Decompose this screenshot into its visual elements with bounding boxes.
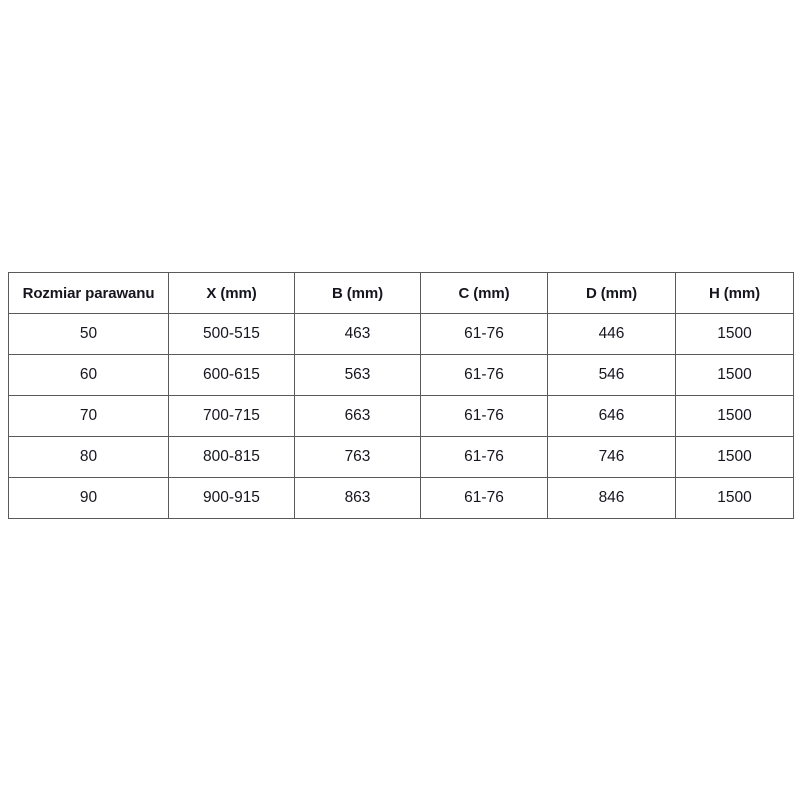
table-cell: 61-76 — [420, 436, 548, 478]
column-header-d: D (mm) — [547, 272, 676, 314]
table-cell: 70 — [8, 395, 169, 437]
table-cell: 563 — [294, 354, 421, 396]
table-cell: 1500 — [675, 313, 794, 355]
table-row: 70 700-715 663 61-76 646 1500 — [8, 395, 794, 437]
column-header-c: C (mm) — [420, 272, 548, 314]
table-cell: 900-915 — [168, 477, 295, 519]
table-cell: 646 — [547, 395, 676, 437]
table-cell: 1500 — [675, 354, 794, 396]
table-body: 50 500-515 463 61-76 446 1500 60 600-615… — [8, 313, 794, 519]
table-cell: 61-76 — [420, 395, 548, 437]
table-cell: 61-76 — [420, 354, 548, 396]
table-cell: 863 — [294, 477, 421, 519]
table-cell: 663 — [294, 395, 421, 437]
table-cell: 90 — [8, 477, 169, 519]
table-cell: 1500 — [675, 477, 794, 519]
table-row: 90 900-915 863 61-76 846 1500 — [8, 477, 794, 519]
table-cell: 800-815 — [168, 436, 295, 478]
table-cell: 600-615 — [168, 354, 295, 396]
table-cell: 61-76 — [420, 313, 548, 355]
table-cell: 1500 — [675, 395, 794, 437]
table-cell: 763 — [294, 436, 421, 478]
table-cell: 60 — [8, 354, 169, 396]
column-header-h: H (mm) — [675, 272, 794, 314]
table-row: 50 500-515 463 61-76 446 1500 — [8, 313, 794, 355]
table-header-row: Rozmiar parawanu X (mm) B (mm) C (mm) D … — [8, 272, 794, 314]
table-cell: 500-515 — [168, 313, 295, 355]
table-cell: 1500 — [675, 436, 794, 478]
column-header-x: X (mm) — [168, 272, 295, 314]
specification-table: Rozmiar parawanu X (mm) B (mm) C (mm) D … — [8, 272, 794, 519]
column-header-b: B (mm) — [294, 272, 421, 314]
table-row: 80 800-815 763 61-76 746 1500 — [8, 436, 794, 478]
table-cell: 700-715 — [168, 395, 295, 437]
column-header-rozmiar-parawanu: Rozmiar parawanu — [8, 272, 169, 314]
specification-table-container: Rozmiar parawanu X (mm) B (mm) C (mm) D … — [8, 272, 794, 519]
table-cell: 61-76 — [420, 477, 548, 519]
table-cell: 846 — [547, 477, 676, 519]
table-row: 60 600-615 563 61-76 546 1500 — [8, 354, 794, 396]
table-cell: 50 — [8, 313, 169, 355]
table-cell: 546 — [547, 354, 676, 396]
table-cell: 446 — [547, 313, 676, 355]
table-cell: 746 — [547, 436, 676, 478]
table-header: Rozmiar parawanu X (mm) B (mm) C (mm) D … — [8, 272, 794, 314]
table-cell: 463 — [294, 313, 421, 355]
table-cell: 80 — [8, 436, 169, 478]
